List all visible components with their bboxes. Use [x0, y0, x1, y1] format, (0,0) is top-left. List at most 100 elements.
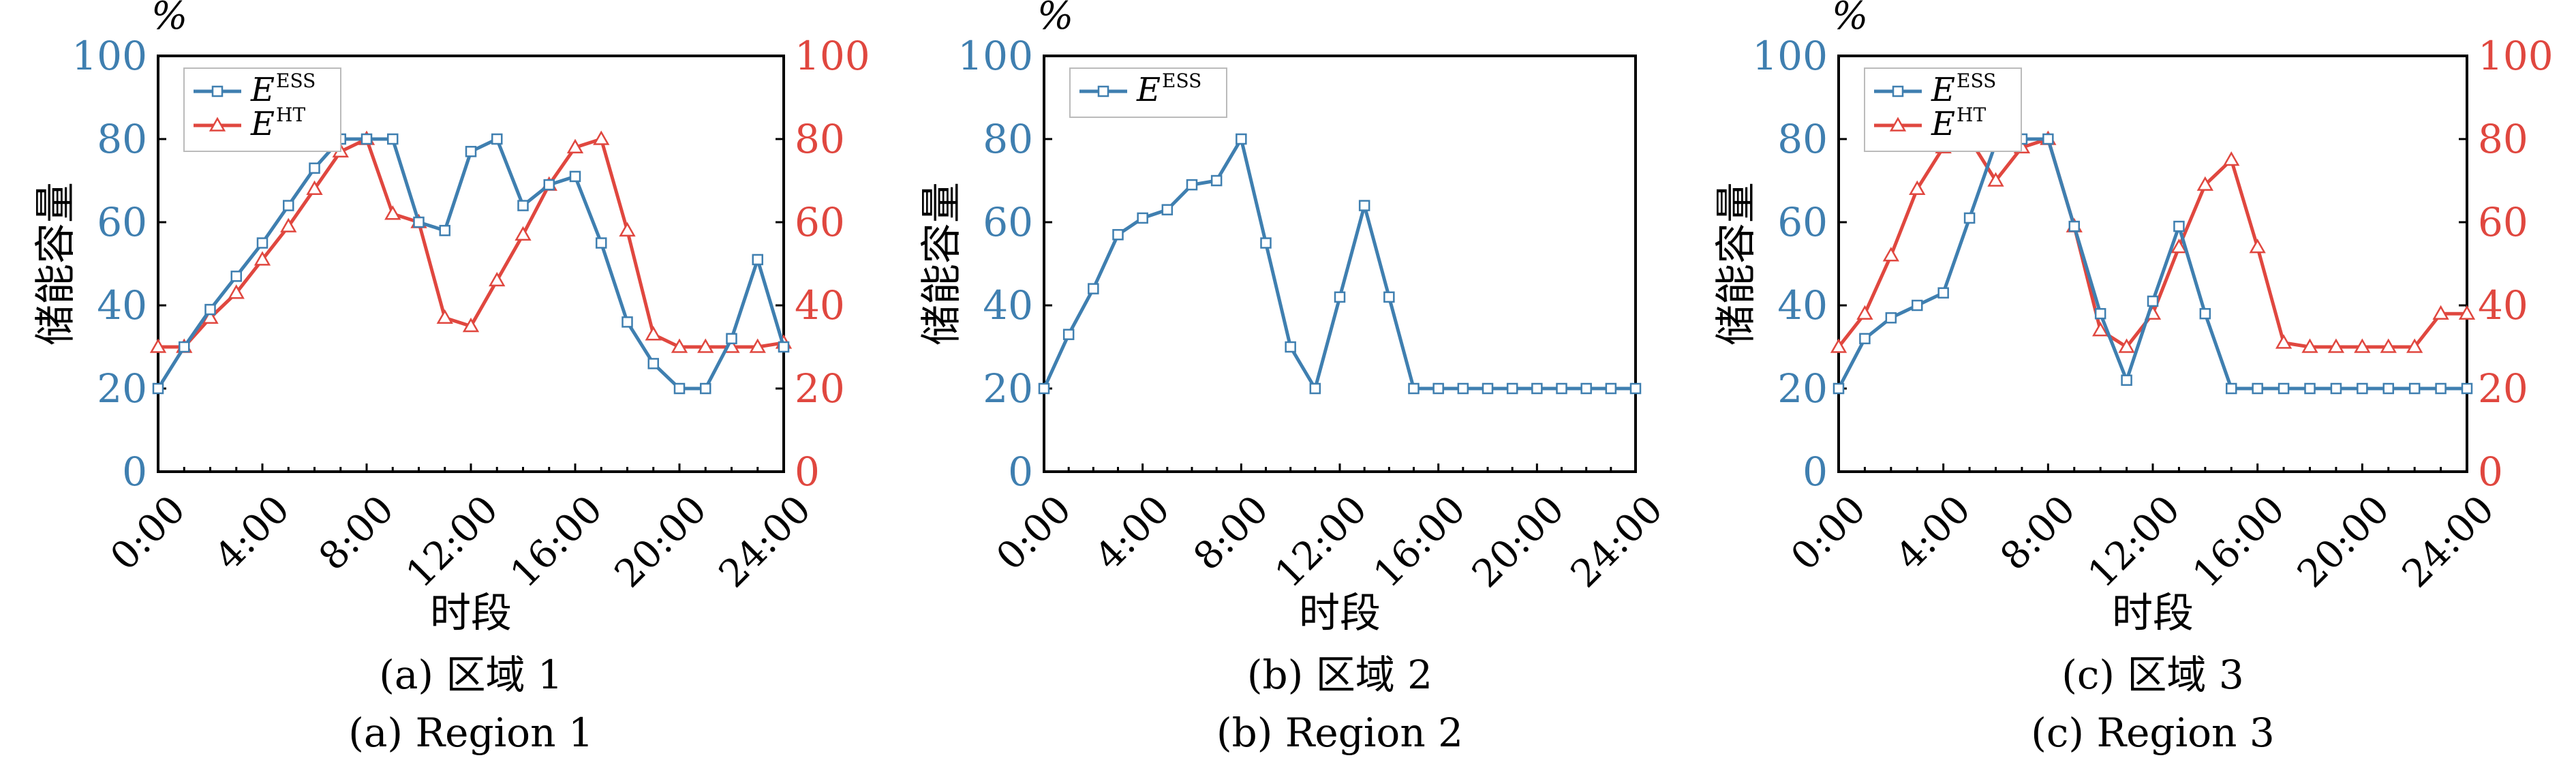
- y-tick-label: 40: [1777, 282, 1828, 329]
- data-point: [2171, 239, 2188, 254]
- data-point: [673, 382, 686, 395]
- legend: EESS: [1069, 67, 1227, 118]
- unit-label: %: [1832, 0, 1868, 38]
- data-point: [726, 333, 737, 345]
- data-point: [1112, 229, 1124, 241]
- y-tick-label: 80: [97, 116, 147, 162]
- data-point: [1556, 382, 1567, 395]
- data-point: [1856, 305, 1873, 320]
- data-point: [569, 170, 581, 183]
- data-point: [2252, 382, 2263, 395]
- y2-tick-label: 40: [2478, 282, 2528, 329]
- legend-label: EESS: [250, 70, 316, 109]
- data-point: [2226, 382, 2237, 395]
- y-axis-label: 储能容量: [32, 182, 80, 346]
- y-tick-label: 40: [97, 282, 147, 329]
- y-tick-label: 60: [97, 199, 147, 245]
- data-point: [778, 341, 790, 353]
- legend-label: EHT: [250, 104, 305, 143]
- legend-marker: [1097, 85, 1109, 97]
- x-tick-label: 0:00: [102, 487, 194, 579]
- data-point: [1186, 179, 1198, 191]
- caption-cn: (a) 区域 1: [379, 652, 563, 698]
- data-point: [230, 271, 242, 282]
- data-point: [1358, 200, 1370, 211]
- data-point: [256, 237, 269, 249]
- legend-item: EHT: [194, 104, 305, 143]
- data-point: [2380, 338, 2397, 353]
- legend-marker: [211, 85, 224, 97]
- series-line: [156, 137, 786, 391]
- data-point: [1285, 341, 1296, 353]
- data-point: [2327, 338, 2345, 353]
- y-tick-label: 20: [1777, 365, 1828, 412]
- data-point: [1531, 382, 1543, 395]
- series-ht: [149, 130, 793, 353]
- caption-cn: (c) 区域 3: [2061, 652, 2244, 698]
- x-tick-label: 24:00: [711, 487, 820, 596]
- y-axis-label: 储能容量: [1713, 182, 1760, 346]
- x-tick-label: 20:00: [1464, 487, 1573, 596]
- y2-tick-label: 80: [795, 116, 845, 162]
- data-point: [2199, 307, 2211, 320]
- data-point: [2173, 220, 2185, 232]
- x-tick-label: 24:00: [1563, 487, 1672, 596]
- data-point: [1937, 287, 1949, 299]
- data-point: [2042, 133, 2054, 145]
- data-point: [2408, 382, 2421, 395]
- y-tick-label: 100: [1752, 33, 1828, 79]
- data-point: [596, 237, 607, 249]
- data-point: [2354, 338, 2371, 353]
- y-tick-label: 0: [1803, 449, 1828, 495]
- data-point: [1859, 333, 1871, 345]
- data-point: [1833, 382, 1845, 395]
- data-point: [384, 205, 401, 220]
- data-point: [1506, 382, 1518, 395]
- data-point: [515, 226, 532, 241]
- x-tick-label: 16:00: [2184, 487, 2293, 596]
- data-point: [1580, 382, 1592, 395]
- data-point: [2223, 151, 2240, 166]
- data-point: [619, 222, 636, 237]
- caption-cn: (b) 区域 2: [1247, 652, 1432, 698]
- data-point: [2406, 338, 2423, 353]
- y-tick-label: 100: [957, 33, 1033, 79]
- data-point: [543, 179, 555, 191]
- data-point: [1987, 172, 2004, 187]
- data-point: [254, 251, 271, 266]
- data-point: [1334, 291, 1346, 303]
- data-point: [1457, 382, 1469, 395]
- y-tick-label: 60: [983, 199, 1033, 245]
- data-point: [2301, 338, 2318, 353]
- legend-item: EHT: [1874, 104, 1986, 143]
- data-point: [2092, 322, 2109, 337]
- data-point: [1137, 212, 1148, 224]
- chart-panel-2: 0 20 40 60 80 100 0:00 4:00 8:0012:0016:0020:002…: [918, 0, 1672, 756]
- data-point: [2275, 334, 2293, 349]
- data-point: [2278, 382, 2290, 395]
- data-point: [228, 284, 245, 299]
- x-tick-label: 12:00: [1267, 487, 1376, 596]
- data-point: [2118, 338, 2135, 353]
- x-tick-label: 20:00: [607, 487, 716, 596]
- data-point: [1038, 382, 1050, 395]
- y2-tick-label: 60: [2478, 199, 2528, 245]
- series-line: [158, 137, 784, 349]
- series-line: [1837, 137, 2467, 391]
- data-point: [1885, 312, 1897, 324]
- data-point: [439, 224, 450, 237]
- data-point: [647, 358, 659, 369]
- data-point: [2432, 305, 2449, 320]
- data-point: [622, 316, 633, 328]
- x-axis-label: 时段: [430, 590, 512, 637]
- data-point: [2094, 307, 2106, 320]
- series-line: [1042, 137, 1636, 391]
- y-tick-label: 40: [983, 282, 1033, 329]
- x-tick-label: 16:00: [502, 487, 611, 596]
- y2-tick-label: 0: [2478, 449, 2503, 495]
- data-point: [1088, 283, 1099, 294]
- data-point: [436, 309, 453, 324]
- caption-en: (c) Region 3: [2031, 710, 2274, 756]
- data-point: [1605, 382, 1617, 395]
